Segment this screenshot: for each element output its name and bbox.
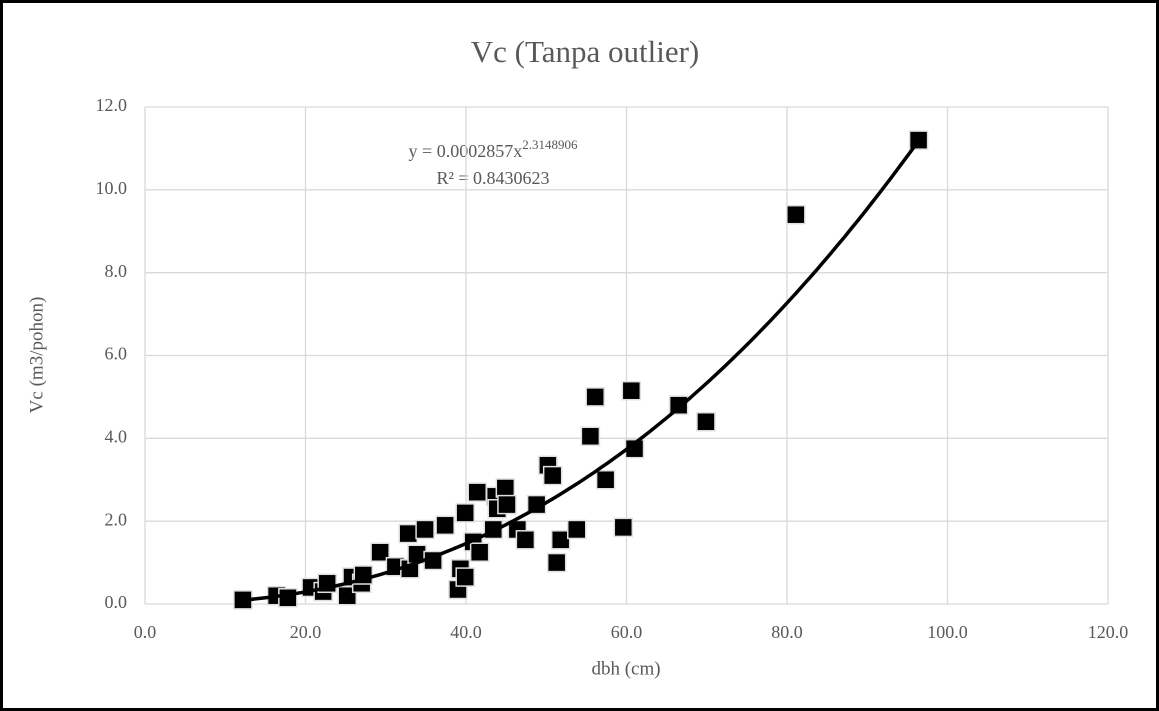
x-axis-label: dbh (cm) <box>591 658 660 679</box>
point <box>621 380 642 401</box>
point <box>696 412 716 432</box>
x-tick-label: 40.0 <box>450 622 482 642</box>
point <box>542 465 563 486</box>
point <box>398 523 418 544</box>
y-tick-label: 6.0 <box>105 344 128 364</box>
x-tick-label: 80.0 <box>771 622 803 642</box>
point <box>455 567 475 587</box>
y-tick-label: 4.0 <box>105 426 128 446</box>
r-squared: R² = 0.8430623 <box>436 168 549 188</box>
point <box>566 519 587 540</box>
point <box>550 530 571 550</box>
x-tick-label: 100.0 <box>927 622 968 642</box>
point <box>278 588 298 608</box>
x-tick-label: 60.0 <box>611 622 643 642</box>
equation-exponent: 2.3148906 <box>522 137 578 152</box>
point <box>455 503 475 523</box>
y-tick-label: 0.0 <box>105 592 128 612</box>
point <box>595 470 616 490</box>
y-tick-label: 12.0 <box>96 95 128 115</box>
x-tick-label: 120.0 <box>1088 622 1129 642</box>
chart-title: Vc (Tanpa outlier) <box>471 34 700 69</box>
point <box>495 478 516 498</box>
point <box>415 519 435 540</box>
point <box>585 387 605 407</box>
point <box>469 542 490 562</box>
point <box>435 515 455 536</box>
y-tick-label: 2.0 <box>105 509 128 529</box>
point <box>370 542 390 562</box>
point <box>613 517 634 538</box>
x-tick-label: 20.0 <box>290 622 322 642</box>
point <box>467 482 487 502</box>
y-axis-label: Vc (m3/pohon) <box>26 297 47 414</box>
point <box>546 552 567 573</box>
point <box>580 426 601 447</box>
point <box>786 204 806 225</box>
x-tick-label: 0.0 <box>134 622 157 642</box>
y-tick-label: 8.0 <box>105 261 128 281</box>
trendline <box>242 139 921 602</box>
y-tick-label: 10.0 <box>96 178 128 198</box>
point <box>515 530 536 550</box>
point <box>497 494 517 515</box>
